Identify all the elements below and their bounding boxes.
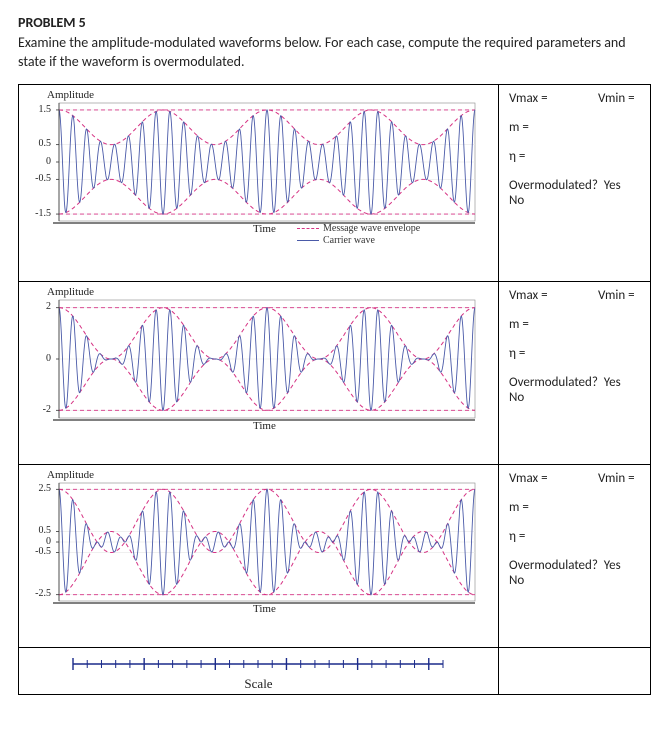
- problem-instructions: Examine the amplitude-modulated waveform…: [18, 34, 651, 72]
- x-axis-label: Time: [253, 603, 276, 615]
- ytick-label: 0.5: [25, 138, 51, 149]
- chart-cell-1: -1.5 -0.5 0 0.5 1.5 Amplitude Time Message wave…: [19, 84, 499, 281]
- ytick-label: -1.5: [25, 208, 51, 219]
- vmin-label: Vmin =: [598, 471, 635, 486]
- overmod-no: No: [509, 573, 524, 588]
- chart-cell-2: -2 0 2 Amplitude Time: [19, 281, 499, 464]
- envelope-legend-label: Message wave envelope: [323, 223, 420, 234]
- vmax-label: Vmax =: [509, 91, 595, 106]
- ytick-label: 0: [25, 353, 51, 364]
- m-label: m =: [509, 120, 529, 135]
- ytick-label: -2: [25, 404, 51, 415]
- overmod-yes: Yes: [604, 558, 621, 573]
- eta-label: η =: [509, 149, 525, 164]
- y-axis-label: Amplitude: [47, 286, 94, 298]
- envelope-swatch: [297, 228, 319, 229]
- am-chart-2: [23, 286, 483, 462]
- y-axis-label: Amplitude: [47, 469, 94, 481]
- ytick-label: 0: [25, 536, 51, 547]
- ytick-label: -0.5: [25, 173, 51, 184]
- ytick-label: 2.5: [25, 483, 51, 494]
- overmod-label: Overmodulated?: [509, 375, 598, 390]
- overmod-no: No: [509, 390, 524, 405]
- ytick-label: 0.5: [25, 525, 51, 536]
- answer-cell-3: Vmax = Vmin = m = η = Overmodulated? Yes…: [499, 464, 651, 647]
- overmod-label: Overmodulated?: [509, 558, 598, 573]
- x-axis-label: Time: [253, 223, 276, 235]
- ytick-label: -0.5: [25, 546, 51, 557]
- chart-legend: Message wave envelopeCarrier wave: [297, 223, 420, 246]
- carrier-legend-label: Carrier wave: [323, 235, 375, 246]
- vmax-label: Vmax =: [509, 288, 595, 303]
- scale-label: Scale: [23, 676, 494, 692]
- chart-cell-3: -2.5 -0.500.5 2.5 Amplitude Time: [19, 464, 499, 647]
- carrier-swatch: [297, 240, 319, 241]
- ytick-label: 0: [25, 156, 51, 167]
- problem-heading: PROBLEM 5: [18, 14, 651, 31]
- m-label: m =: [509, 317, 529, 332]
- ytick-label: 2: [25, 301, 51, 312]
- empty-cell: [499, 647, 651, 694]
- answer-cell-1: Vmax = Vmin = m = η = Overmodulated? Yes…: [499, 84, 651, 281]
- vmax-label: Vmax =: [509, 471, 595, 486]
- eta-label: η =: [509, 346, 525, 361]
- ytick-label: 1.5: [25, 104, 51, 115]
- overmod-yes: Yes: [604, 375, 621, 390]
- m-label: m =: [509, 500, 529, 515]
- am-chart-3: [23, 469, 483, 645]
- x-axis-label: Time: [253, 420, 276, 432]
- answer-cell-2: Vmax = Vmin = m = η = Overmodulated? Yes…: [499, 281, 651, 464]
- scale-ruler: [23, 652, 483, 674]
- scale-cell: Scale: [19, 647, 499, 694]
- ytick-label: -2.5: [25, 588, 51, 599]
- overmod-label: Overmodulated?: [509, 178, 598, 193]
- eta-label: η =: [509, 529, 525, 544]
- y-axis-label: Amplitude: [47, 89, 94, 101]
- overmod-yes: Yes: [604, 178, 621, 193]
- vmin-label: Vmin =: [598, 288, 635, 303]
- worksheet-table: -1.5-0.500.51.5AmplitudeTimeMessage wave…: [18, 84, 651, 695]
- overmod-no: No: [509, 193, 524, 208]
- vmin-label: Vmin =: [598, 91, 635, 106]
